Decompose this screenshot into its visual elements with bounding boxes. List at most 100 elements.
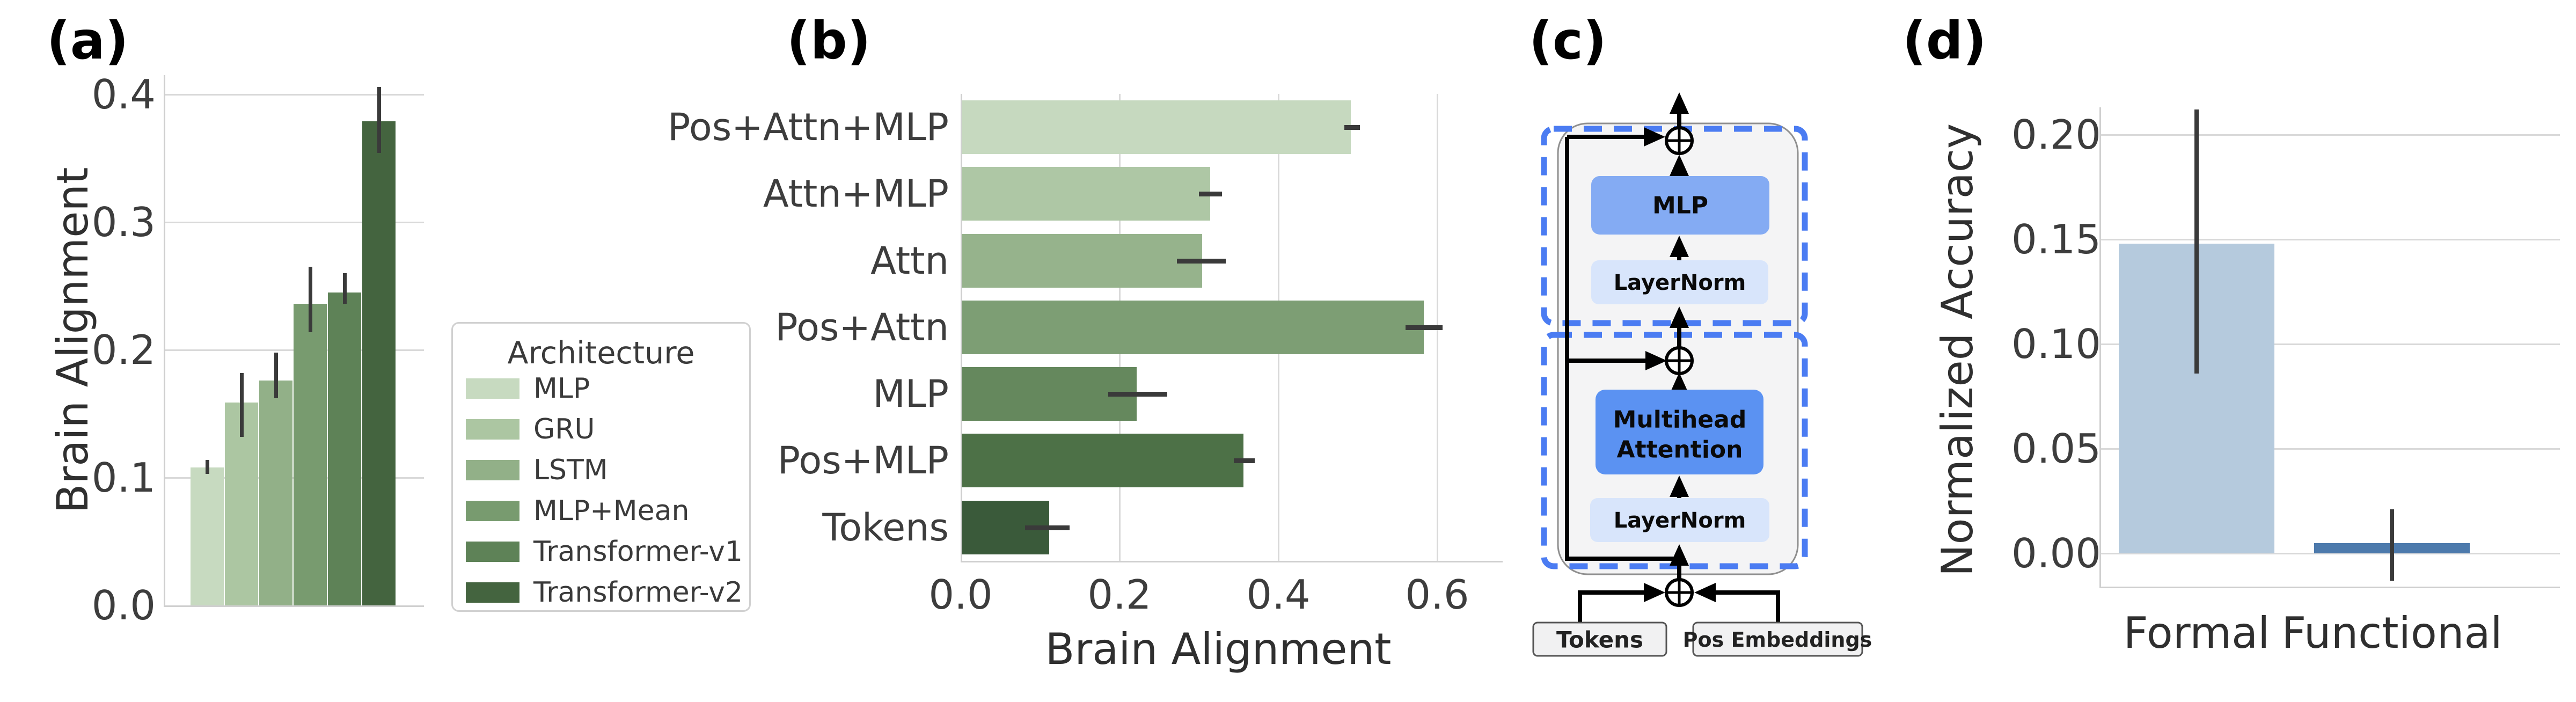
legend-swatch-GRU — [466, 419, 519, 440]
legend-title: Architecture — [507, 335, 695, 371]
residual-rail-line — [1565, 137, 1678, 561]
panel-label-a: (a) — [47, 11, 129, 71]
d-gridline-0.15 — [2099, 238, 2560, 240]
b-left-spine — [961, 94, 962, 561]
panel-label-c: (c) — [1529, 11, 1607, 71]
legend-swatch-Transformer-v1 — [466, 542, 519, 562]
b-bar-Attn — [962, 234, 1203, 288]
pos-embeddings-box — [1692, 621, 1863, 657]
d-gridline-0.10 — [2099, 343, 2560, 345]
legend-label-Transformer-v2: Transformer-v2 — [533, 576, 743, 609]
d-left-spine — [2099, 107, 2101, 587]
d-ytick-0.05: 0.05 — [2011, 425, 2101, 472]
mlp-box-label: MLP — [1652, 192, 1708, 220]
a-errorbar-GRU — [239, 372, 244, 437]
layernorm-bottom-label: LayerNorm — [1614, 508, 1746, 533]
a-bar-LSTM — [259, 381, 292, 605]
tokens-box-label: Tokens — [1556, 627, 1643, 653]
transformer-diagram: MLP LayerNorm Multihead Attention LayerN… — [1532, 92, 1872, 657]
b-xtick-0.4: 0.4 — [1246, 571, 1311, 618]
a-errorbar-LSTM — [274, 352, 278, 399]
legend-label-MLP: MLP — [533, 372, 590, 405]
b-bar-Pos+Attn+MLP — [962, 100, 1351, 154]
b-errorbar-Pos+MLP — [1234, 458, 1255, 463]
b-category-label-Pos+Attn+MLP: Pos+Attn+MLP — [668, 105, 949, 149]
b-errorbar-MLP — [1108, 391, 1167, 397]
d-errorbar-Functional — [2390, 509, 2394, 581]
a-left-spine — [164, 75, 165, 605]
panel-label-b: (b) — [787, 11, 871, 71]
multihead-attention-label-line2: Attention — [1617, 436, 1743, 464]
legend-label-MLP+Mean: MLP+Mean — [533, 495, 690, 527]
tokens-box — [1532, 621, 1667, 657]
d-gridline-0.20 — [2099, 134, 2560, 136]
b-errorbar-Attn — [1176, 258, 1226, 264]
d-ytick-0.00: 0.00 — [2011, 530, 2101, 577]
b-bar-Pos+MLP — [962, 434, 1244, 487]
a-bar-MLP — [191, 467, 224, 605]
layernorm-top-label: LayerNorm — [1614, 270, 1746, 295]
attention-add-icon — [1665, 346, 1694, 375]
a-errorbar-Transformer-v1 — [342, 273, 347, 304]
legend-swatch-LSTM — [466, 460, 519, 480]
multihead-attention-box — [1596, 390, 1763, 474]
b-xtick-0.2: 0.2 — [1087, 571, 1152, 618]
d-bottom-spine — [2099, 587, 2560, 588]
mlp-box — [1591, 176, 1769, 235]
d-gridline-0.05 — [2099, 448, 2560, 450]
a-bar-MLP+Mean — [294, 304, 327, 605]
a-bottom-spine — [164, 605, 424, 607]
panel-label-d: (d) — [1902, 11, 1987, 71]
b-category-label-Attn+MLP: Attn+MLP — [763, 172, 949, 216]
b-errorbar-Pos+Attn — [1405, 325, 1443, 330]
legend-label-LSTM: LSTM — [533, 454, 608, 486]
b-bar-Pos+Attn — [962, 301, 1424, 354]
legend-label-GRU: GRU — [533, 413, 595, 445]
layernorm-bottom-box — [1590, 498, 1769, 542]
d-ytick-0.10: 0.10 — [2011, 320, 2101, 368]
a-ytick-0.4: 0.4 — [91, 71, 156, 118]
a-errorbar-MLP — [205, 459, 209, 474]
b-category-label-MLP: MLP — [873, 372, 949, 416]
d-ytick-0.15: 0.15 — [2011, 216, 2101, 263]
b-bottom-spine — [961, 561, 1503, 562]
a-errorbar-Transformer-v2 — [377, 86, 381, 153]
d-gridline-0.00 — [2099, 552, 2560, 554]
pos-embeddings-input-arrow — [1694, 583, 1780, 623]
a-bar-Transformer-v1 — [328, 292, 361, 605]
b-bar-Attn+MLP — [962, 167, 1211, 221]
a-bar-Transformer-v2 — [362, 121, 396, 605]
b-errorbar-Tokens — [1024, 525, 1070, 530]
b-x-axis-label: Brain Alignment — [1045, 624, 1392, 674]
d-y-axis-label: Normalized Accuracy — [1933, 123, 1982, 577]
legend-swatch-Transformer-v2 — [466, 582, 519, 603]
attention-subblock-dashed-box — [1541, 332, 1808, 569]
d-category-label-Functional: Functional — [2281, 608, 2502, 658]
a-ytick-0.2: 0.2 — [91, 326, 156, 374]
b-xtick-0.0: 0.0 — [928, 571, 993, 618]
a-ytick-0.1: 0.1 — [91, 454, 156, 501]
d-errorbar-Formal — [2194, 109, 2199, 374]
b-category-label-Tokens: Tokens — [822, 506, 949, 550]
a-errorbar-MLP+Mean — [308, 267, 312, 332]
b-category-label-Attn: Attn — [870, 239, 949, 283]
mlp-add-icon — [1665, 126, 1694, 155]
b-category-label-Pos+Attn: Pos+Attn — [775, 305, 949, 349]
layernorm-top-box — [1591, 260, 1768, 304]
legend-swatch-MLP — [466, 378, 519, 399]
pos-embeddings-box-label: Pos Embeddings — [1683, 628, 1872, 652]
legend-label-Transformer-v1: Transformer-v1 — [533, 536, 743, 568]
a-gridline-0.3 — [164, 221, 424, 223]
a-ytick-0.3: 0.3 — [91, 199, 156, 246]
a-gridline-0.4 — [164, 93, 424, 96]
b-bar-MLP — [962, 367, 1137, 421]
d-ytick-0.20: 0.20 — [2011, 111, 2101, 158]
input-add-icon — [1665, 578, 1694, 607]
b-xtick-0.6: 0.6 — [1405, 571, 1469, 618]
d-category-label-Formal: Formal — [2123, 608, 2270, 658]
b-errorbar-Attn+MLP — [1199, 191, 1222, 196]
b-category-label-Pos+MLP: Pos+MLP — [777, 438, 949, 482]
architecture-legend: Architecture MLP GRU LSTM MLP+Mean Transform… — [451, 322, 751, 612]
legend-swatch-MLP+Mean — [466, 501, 519, 521]
